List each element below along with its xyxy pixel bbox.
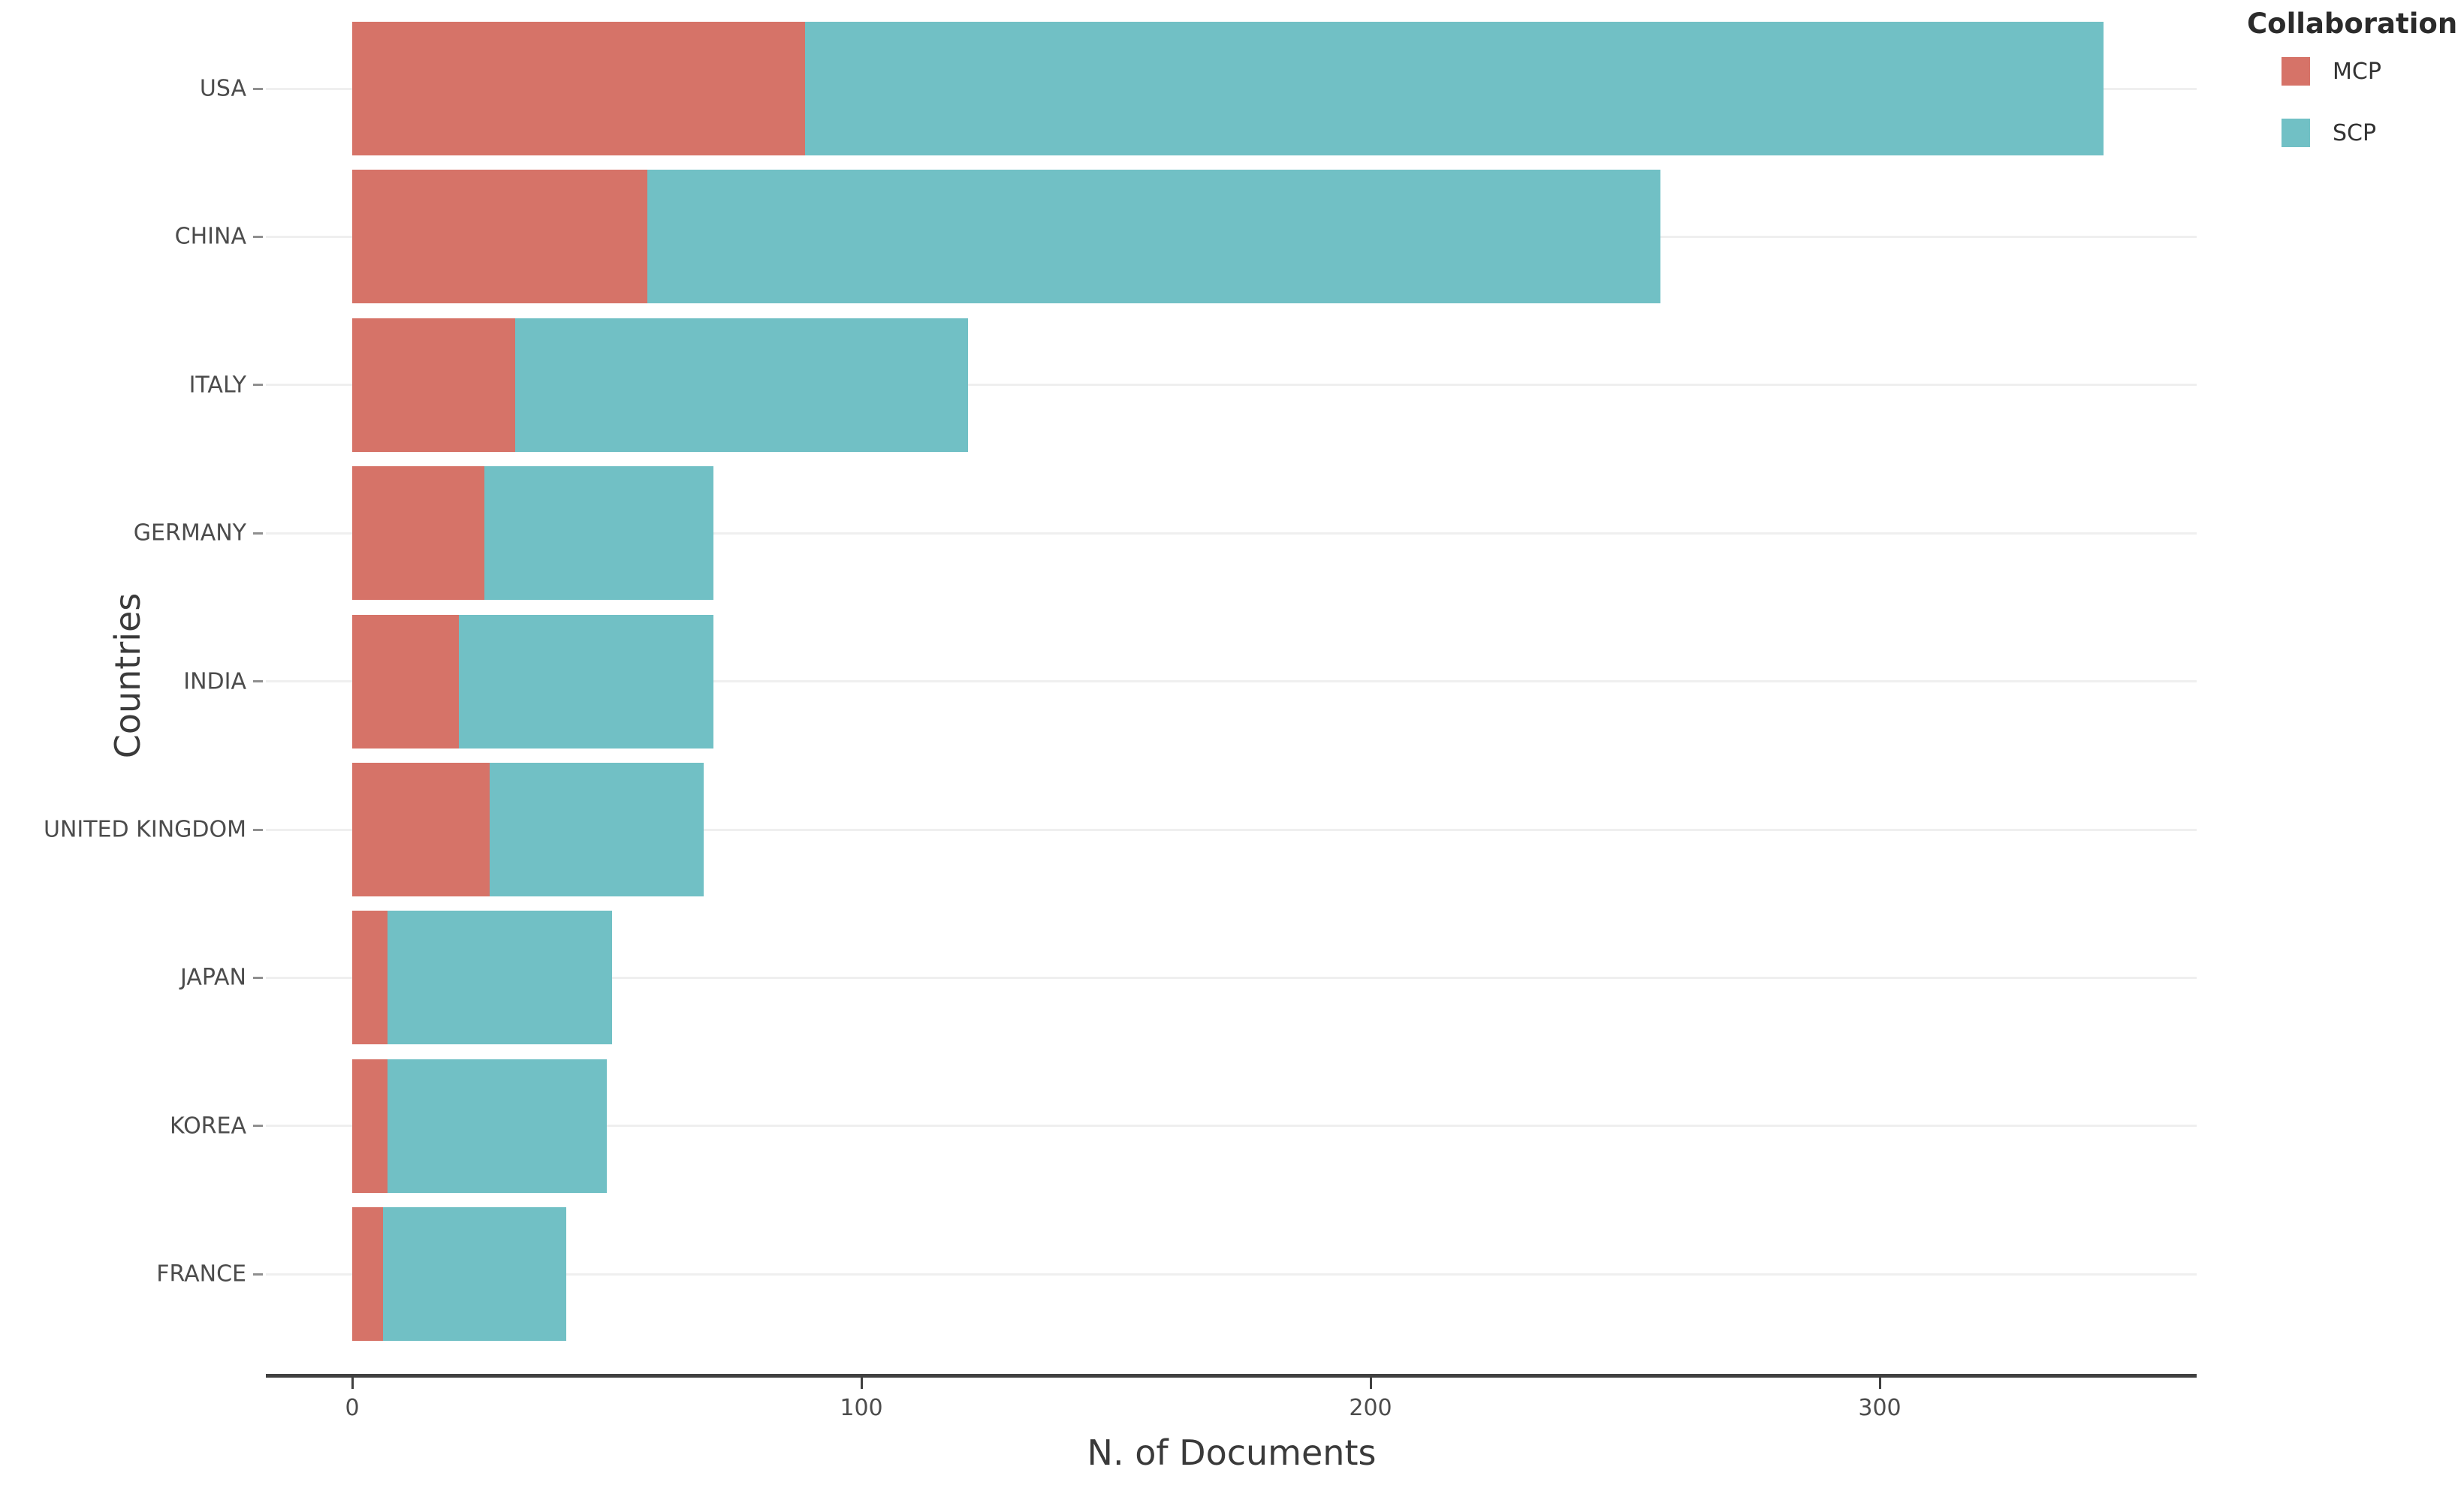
x-tick-label-0: 0 [345,1395,360,1421]
scp-swatch [2282,119,2310,147]
bar-korea-scp-segment [388,1059,607,1193]
x-tick-mark [1878,1378,1881,1389]
y-gridline [266,976,2197,979]
y-tick-mark [253,680,263,683]
y-tick-mark [253,235,263,238]
x-tick-mark [351,1378,354,1389]
bar-usa-mcp-segment [352,22,806,155]
y-tick-mark [253,976,263,979]
x-axis-title: N. of Documents [1087,1432,1377,1473]
y-axis-label-korea: KOREA [170,1113,246,1140]
legend-label-mcp: MCP [2333,58,2381,85]
x-tick-label-100: 100 [840,1395,883,1421]
y-tick-mark [253,1125,263,1128]
x-axis-line [266,1374,2197,1378]
x-tick-label-200: 200 [1349,1395,1392,1421]
mcp-swatch [2282,57,2310,86]
y-axis-label-japan: JAPAN [180,964,246,991]
y-tick-mark [253,1273,263,1276]
bar-germany-mcp-segment [352,466,485,601]
y-tick-mark [253,828,263,831]
bar-france-mcp-segment [352,1207,383,1342]
bar-korea-mcp-segment [352,1059,388,1193]
bar-united-kingdom-scp-segment [490,763,704,896]
y-gridline [266,532,2197,535]
y-axis-label-united-kingdom: UNITED KINGDOM [44,816,246,843]
bar-india-mcp-segment [352,614,460,749]
legend-label-scp: SCP [2333,119,2377,146]
legend: Collaboration MCP SCP [2247,8,2461,180]
bar-italy-scp-segment [514,318,969,452]
y-axis-label-usa: USA [199,75,246,102]
legend-title: Collaboration [2247,8,2458,40]
y-axis-label-china: CHINA [174,223,246,250]
y-axis-label-italy: ITALY [188,372,246,399]
x-tick-mark [1369,1378,1372,1389]
legend-entry-scp: SCP [2282,119,2376,147]
bar-china-mcp-segment [352,170,648,304]
y-gridline [266,1125,2197,1128]
legend-entry-mcp: MCP [2282,57,2381,86]
bar-japan-mcp-segment [352,911,388,1045]
bar-india-scp-segment [459,614,714,749]
y-tick-mark [253,87,263,90]
y-gridline [266,384,2197,387]
bar-germany-scp-segment [484,466,714,601]
bar-china-scp-segment [647,170,1661,304]
y-gridline [266,680,2197,683]
y-axis-label-india: INDIA [183,668,246,695]
y-axis-title: Countries [107,592,148,759]
y-gridline [266,1273,2197,1276]
y-axis-label-france: FRANCE [156,1261,246,1288]
bar-usa-scp-segment [805,22,2104,155]
y-tick-mark [253,532,263,535]
y-gridline [266,828,2197,831]
bar-italy-mcp-segment [352,318,515,452]
bar-united-kingdom-mcp-segment [352,763,490,896]
bar-france-scp-segment [382,1207,566,1342]
x-tick-mark [860,1378,863,1389]
y-tick-mark [253,384,263,387]
x-tick-label-300: 300 [1858,1395,1902,1421]
bar-japan-scp-segment [388,911,612,1045]
y-axis-label-germany: GERMANY [133,520,246,547]
